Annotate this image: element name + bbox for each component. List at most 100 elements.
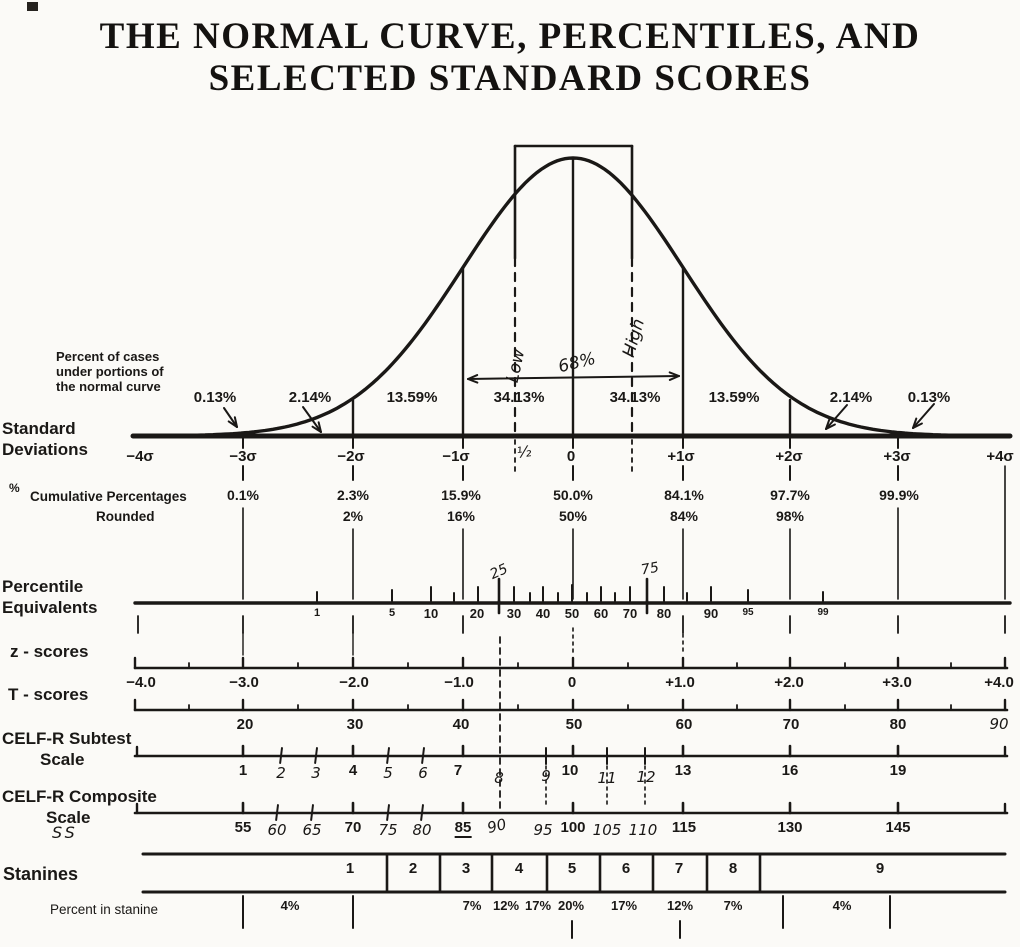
handwritten-half-annotation: ½ [515,442,533,462]
subtest-label-line-2: Scale [40,750,85,769]
percentile-number: 80 [656,606,672,621]
z-score-label: −1.0 [444,674,474,691]
percentile-number: 5 [388,607,396,619]
stanine-percent-value: 4% [280,898,300,913]
stanine-percent-value: 20% [557,898,585,913]
percentile-number: 50 [564,606,580,621]
arrowhead [317,421,322,433]
handwritten-ss-annotation: SS [52,823,78,842]
arrowhead [668,375,680,381]
leader-arrow [302,406,322,433]
curve-segment-percent-label: 13.59% [386,389,438,406]
subtest-label-line-1: CELF-R Subtest [2,729,132,748]
curve-segment-percent-label: 34.13% [493,389,545,406]
subtest-handwritten-score: 8 [494,769,504,787]
curve-note: Percent of cases under portions of the n… [56,349,164,394]
composite-handwritten-score: 95 [533,821,553,839]
subtest-handwritten-tick [421,747,425,764]
cumulative-rounded-value: 16% [446,508,476,524]
handwritten-75th-percentile-annotation: 75 [639,559,661,579]
cumulative-percentage-value: 50.0% [553,487,593,503]
subtest-handwritten-score: 2 [276,764,286,782]
scan-artifact [27,2,38,11]
z-score-label: +2.0 [774,674,804,691]
cumulative-percentage-value: 0.1% [227,487,259,503]
sd-tick-label: +1σ [667,448,695,465]
stanine-number: 3 [461,860,471,877]
cumulative-rounded-value: 2% [342,508,364,524]
curve-segment-percent-label: 13.59% [708,389,760,406]
z-scores-axis-label: z - scores [10,642,89,661]
curve-note-line-3: the normal curve [56,379,161,394]
sd-tick-label: −3σ [229,448,257,465]
subtest-score-label: 16 [781,762,799,779]
cumulative-percentage-value: 99.9% [879,487,919,503]
curve-segment-percent-label: 0.13% [907,389,951,406]
stanine-number: 8 [728,860,738,877]
celf-r-subtest-axis-label: CELF-R Subtest Scale [2,728,131,770]
curve-note-line-2: under portions of [56,364,164,379]
sd-tick-label: −1σ [442,448,470,465]
curve-segment-percent-label: 2.14% [829,389,873,406]
sd-tick-label: +2σ [775,448,803,465]
z-score-label: −2.0 [339,674,369,691]
stanine-number: 5 [567,860,577,877]
t-score-label: 30 [346,716,364,733]
stanine-percent-value: 7% [723,898,743,913]
t-score-label: 60 [675,716,693,733]
t-score-label: 50 [565,716,583,733]
curve-segment-percent-label: 0.13% [193,389,237,406]
percent-in-stanine-label: Percent in stanine [50,902,159,917]
subtest-handwritten-score: 9 [541,767,551,785]
composite-handwritten-tick [420,804,424,821]
subtest-score-label: 4 [348,762,358,779]
z-score-label: −4.0 [126,674,156,691]
subtest-handwritten-score: 5 [383,764,393,782]
percentile-number: 95 [742,607,754,618]
percentile-label-line-1: Percentile [2,577,84,596]
composite-handwritten-tick [275,804,279,821]
curve-note-line-1: Percent of cases [56,349,160,364]
composite-score-label: 55 [234,819,252,836]
arrowhead [912,422,923,429]
subtest-handwritten-score: 11 [597,769,617,787]
z-score-label: +4.0 [984,674,1014,691]
percentile-equivalents-axis-label: Percentile Equivalents [2,576,97,618]
percentile-number: 40 [535,606,551,621]
stanine-number: 1 [345,860,355,877]
standard-deviations-label-line-2: Deviations [2,440,88,459]
arrowhead [311,425,322,433]
percentile-number: 10 [423,606,439,621]
percentile-number: 99 [817,607,829,618]
t-score-label: 90 [989,715,1009,733]
composite-score-label: 100 [560,819,586,836]
celf-r-composite-axis-label: CELF-R Composite Scale [2,786,157,828]
t-score-label: 80 [889,716,907,733]
t-score-label: 20 [236,716,254,733]
sd-tick-label: 0 [566,448,576,465]
subtest-handwritten-tick [386,747,390,764]
percentile-number: 70 [622,606,638,621]
title-line-1: THE NORMAL CURVE, PERCENTILES, AND [99,16,921,57]
composite-score-label: 85 [454,819,472,839]
stanine-percent-value: 12% [666,898,694,913]
z-score-label: +1.0 [665,674,695,691]
composite-label-line-2: Scale [46,808,91,827]
t-score-label: 40 [452,716,470,733]
composite-handwritten-score: 75 [378,821,398,839]
stanine-number: 7 [674,860,684,877]
subtest-handwritten-score: 6 [418,764,428,782]
arrowhead [825,418,831,430]
subtest-handwritten-tick [314,747,318,764]
subtest-handwritten-score: 3 [311,764,321,782]
arrowhead [912,417,918,429]
z-score-label: +3.0 [882,674,912,691]
cumulative-rounded-value: 50% [558,508,588,524]
cumulative-percentage-value: 97.7% [770,487,810,503]
t-score-label: 70 [782,716,800,733]
standard-deviations-axis-label: Standard Deviations [2,418,88,460]
z-score-label: 0 [567,674,577,691]
percentile-number: 1 [313,607,321,619]
